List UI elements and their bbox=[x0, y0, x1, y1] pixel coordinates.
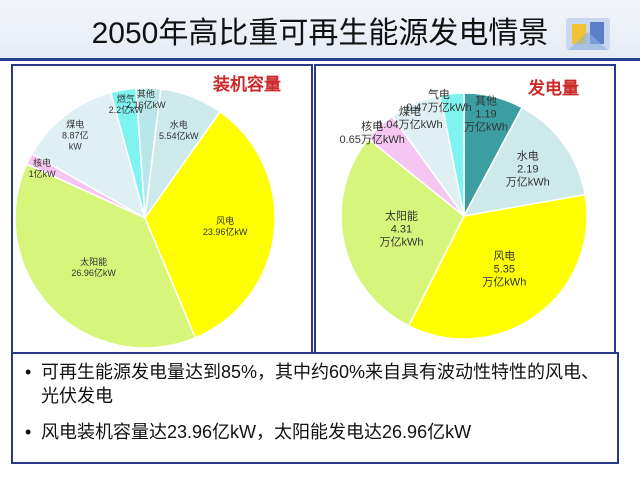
summary-bullets: • 可再生能源发电量达到85%，其中约60%来自具有波动性特性的风电、光伏发电 •… bbox=[11, 352, 619, 464]
data-label: 煤电 8.87亿 kW bbox=[62, 119, 89, 152]
data-label: 风电 23.96亿kW bbox=[202, 215, 248, 237]
bullet-item: • 可再生能源发电量达到85%，其中约60%来自具有波动性特性的风电、光伏发电 bbox=[25, 360, 601, 408]
bullet-marker: • bbox=[25, 362, 32, 382]
pie-slice-太阳能 bbox=[340, 137, 465, 327]
data-label: 太阳能 4.31 万亿kWh bbox=[379, 210, 424, 248]
data-label: 其他 2.16亿kW bbox=[126, 89, 166, 111]
capacity-chart-title: 装机容量 bbox=[213, 75, 281, 94]
page-title: 2050年高比重可再生能源发电情景 bbox=[91, 17, 549, 50]
data-label: 水电 2.19 万亿kWh bbox=[505, 150, 550, 189]
generation-chart-title: 发电量 bbox=[528, 79, 579, 98]
capacity-chart-panel: 装机容量 其他 2.16亿kW 水电 5.54亿kW 风电 23.96亿kW 太阳能 26.9… bbox=[11, 64, 313, 354]
logo-icon bbox=[566, 18, 610, 50]
pie-slice-水电 bbox=[462, 106, 587, 218]
data-label: 燃气 2.2亿kW bbox=[108, 94, 144, 116]
data-label: 水电 5.54亿kW bbox=[158, 119, 199, 141]
pie-slice-气电 bbox=[439, 92, 465, 217]
bullet-text: 风电装机容量达23.96亿kW，太阳能发电达26.96亿kW bbox=[41, 422, 472, 442]
data-label: 风电 5.35 万亿kWh bbox=[482, 250, 527, 289]
header: 2050年高比重可再生能源发电情景 bbox=[0, 0, 640, 61]
pie-slice-煤电 bbox=[30, 91, 147, 220]
data-label: 其他 1.19 万亿kWh bbox=[463, 95, 508, 134]
generation-pie-chart bbox=[340, 92, 588, 340]
bullet-text: 可再生能源发电量达到85%，其中约60%来自具有波动性特性的风电、光伏发电 bbox=[41, 362, 600, 406]
pie-slice-风电 bbox=[144, 110, 276, 339]
capacity-pie-chart bbox=[14, 87, 276, 349]
bullet-item: • 风电装机容量达23.96亿kW，太阳能发电达26.96亿kW bbox=[25, 420, 601, 444]
pie-slice-风电 bbox=[407, 193, 588, 340]
data-label: 气电 0.47万亿kWh bbox=[406, 89, 472, 115]
pie-slice-太阳能 bbox=[14, 163, 197, 349]
data-label: 煤电 1.04万亿kWh bbox=[377, 105, 443, 131]
pie-slice-燃气 bbox=[109, 87, 146, 219]
bullet-marker: • bbox=[25, 422, 32, 442]
data-label: 核电 0.65万亿kWh bbox=[339, 120, 405, 146]
data-label: 核电 1亿kW bbox=[28, 158, 56, 180]
generation-chart-panel: 发电量 其他 1.19 万亿kWh 水电 2.19 万亿kWh 风电 5.35 万亿kWh 太阳能… bbox=[314, 64, 616, 354]
data-label: 太阳能 26.96亿kW bbox=[71, 256, 116, 278]
